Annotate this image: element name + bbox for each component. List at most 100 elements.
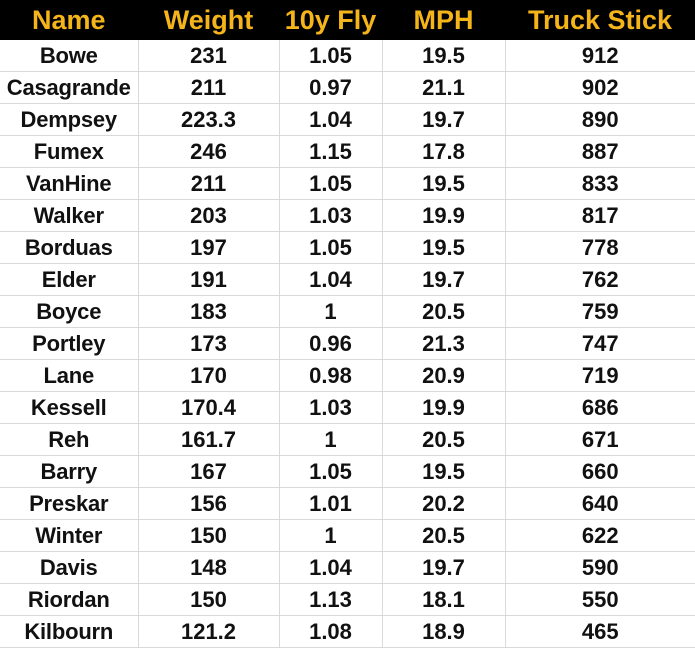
cell-truck-stick[interactable]: 762 [505,263,695,296]
cell-mph[interactable]: 17.8 [382,135,506,168]
cell-truck-stick[interactable]: 887 [505,135,695,168]
cell-truck-stick[interactable]: 890 [505,103,695,136]
cell-weight[interactable]: 150 [138,583,280,616]
cell-10y-fly[interactable]: 1.04 [279,103,383,136]
cell-10y-fly[interactable]: 1.01 [279,487,383,520]
cell-truck-stick[interactable]: 912 [505,40,695,72]
cell-mph[interactable]: 19.5 [382,40,506,72]
cell-truck-stick[interactable]: 902 [505,71,695,104]
cell-10y-fly[interactable]: 1.13 [279,583,383,616]
cell-10y-fly[interactable]: 1.04 [279,263,383,296]
cell-truck-stick[interactable]: 778 [505,231,695,264]
cell-weight[interactable]: 246 [138,135,280,168]
column-header-mph[interactable]: MPH [382,0,506,40]
cell-weight[interactable]: 121.2 [138,615,280,648]
column-header-10y-fly[interactable]: 10y Fly [279,0,383,40]
cell-10y-fly[interactable]: 0.97 [279,71,383,104]
cell-truck-stick[interactable]: 671 [505,423,695,456]
cell-name[interactable]: VanHine [0,167,139,200]
cell-truck-stick[interactable]: 622 [505,519,695,552]
cell-name[interactable]: Kessell [0,391,139,424]
cell-truck-stick[interactable]: 640 [505,487,695,520]
cell-name[interactable]: Fumex [0,135,139,168]
cell-truck-stick[interactable]: 747 [505,327,695,360]
cell-mph[interactable]: 20.5 [382,519,506,552]
cell-mph[interactable]: 20.2 [382,487,506,520]
cell-10y-fly[interactable]: 1.08 [279,615,383,648]
cell-name[interactable]: Davis [0,551,139,584]
cell-truck-stick[interactable]: 817 [505,199,695,232]
cell-mph[interactable]: 20.5 [382,423,506,456]
cell-mph[interactable]: 20.5 [382,295,506,328]
cell-name[interactable]: Dempsey [0,103,139,136]
cell-truck-stick[interactable]: 719 [505,359,695,392]
cell-mph[interactable]: 19.9 [382,199,506,232]
cell-mph[interactable]: 18.9 [382,615,506,648]
cell-weight[interactable]: 148 [138,551,280,584]
cell-10y-fly[interactable]: 1.05 [279,167,383,200]
cell-10y-fly[interactable]: 0.98 [279,359,383,392]
cell-weight[interactable]: 170.4 [138,391,280,424]
cell-mph[interactable]: 21.3 [382,327,506,360]
cell-name[interactable]: Preskar [0,487,139,520]
cell-weight[interactable]: 167 [138,455,280,488]
cell-mph[interactable]: 19.7 [382,103,506,136]
cell-mph[interactable]: 20.9 [382,359,506,392]
cell-mph[interactable]: 18.1 [382,583,506,616]
cell-name[interactable]: Winter [0,519,139,552]
cell-weight[interactable]: 191 [138,263,280,296]
cell-mph[interactable]: 19.7 [382,263,506,296]
cell-mph[interactable]: 19.5 [382,455,506,488]
cell-10y-fly[interactable]: 1 [279,519,383,552]
cell-10y-fly[interactable]: 1.05 [279,40,383,72]
cell-name[interactable]: Walker [0,199,139,232]
cell-weight[interactable]: 183 [138,295,280,328]
cell-name[interactable]: Portley [0,327,139,360]
cell-10y-fly[interactable]: 1.05 [279,231,383,264]
cell-truck-stick[interactable]: 759 [505,295,695,328]
cell-weight[interactable]: 161.7 [138,423,280,456]
cell-name[interactable]: Boyce [0,295,139,328]
cell-weight[interactable]: 173 [138,327,280,360]
cell-weight[interactable]: 170 [138,359,280,392]
cell-10y-fly[interactable]: 1.05 [279,455,383,488]
column-header-truck-stick[interactable]: Truck Stick [505,0,695,40]
cell-weight[interactable]: 197 [138,231,280,264]
cell-mph[interactable]: 19.5 [382,231,506,264]
cell-name[interactable]: Kilbourn [0,615,139,648]
column-header-name[interactable]: Name [0,0,139,40]
cell-truck-stick[interactable]: 465 [505,615,695,648]
cell-weight[interactable]: 156 [138,487,280,520]
cell-name[interactable]: Elder [0,263,139,296]
cell-mph[interactable]: 19.7 [382,551,506,584]
cell-weight[interactable]: 150 [138,519,280,552]
cell-name[interactable]: Casagrande [0,71,139,104]
cell-name[interactable]: Borduas [0,231,139,264]
cell-mph[interactable]: 19.5 [382,167,506,200]
cell-truck-stick[interactable]: 833 [505,167,695,200]
cell-mph[interactable]: 21.1 [382,71,506,104]
cell-truck-stick[interactable]: 660 [505,455,695,488]
cell-name[interactable]: Lane [0,359,139,392]
cell-truck-stick[interactable]: 590 [505,551,695,584]
cell-10y-fly[interactable]: 1.15 [279,135,383,168]
cell-10y-fly[interactable]: 1 [279,295,383,328]
cell-10y-fly[interactable]: 1.04 [279,551,383,584]
cell-10y-fly[interactable]: 1.03 [279,391,383,424]
cell-weight[interactable]: 211 [138,71,280,104]
cell-name[interactable]: Reh [0,423,139,456]
cell-weight[interactable]: 231 [138,40,280,72]
cell-truck-stick[interactable]: 550 [505,583,695,616]
cell-weight[interactable]: 211 [138,167,280,200]
column-header-weight[interactable]: Weight [138,0,280,40]
cell-mph[interactable]: 19.9 [382,391,506,424]
cell-weight[interactable]: 203 [138,199,280,232]
cell-truck-stick[interactable]: 686 [505,391,695,424]
cell-name[interactable]: Riordan [0,583,139,616]
cell-10y-fly[interactable]: 1.03 [279,199,383,232]
cell-10y-fly[interactable]: 0.96 [279,327,383,360]
cell-weight[interactable]: 223.3 [138,103,280,136]
cell-name[interactable]: Bowe [0,40,139,72]
cell-10y-fly[interactable]: 1 [279,423,383,456]
cell-name[interactable]: Barry [0,455,139,488]
